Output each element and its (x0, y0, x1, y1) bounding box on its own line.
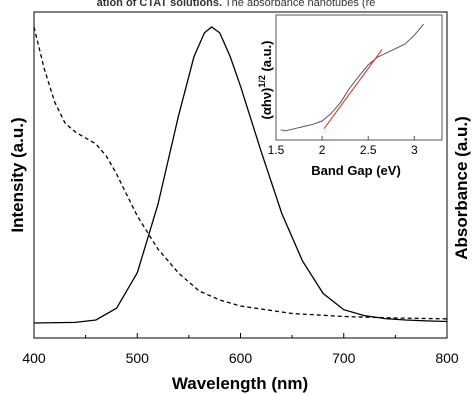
main-x-ticks: 400 500 600 700 800 (22, 333, 459, 366)
x-tick-label: 700 (332, 350, 356, 366)
inset-y-axis-sup: 1/2 (257, 75, 267, 88)
inset-x-tick-label: 1.5 (268, 143, 285, 157)
x-axis-title: Wavelength (nm) (172, 374, 308, 393)
inset-x-tick-label: 2.5 (360, 143, 377, 157)
inset-x-axis-title: Band Gap (eV) (311, 163, 401, 178)
intensity-curve (33, 26, 448, 324)
inset-x-tick-label: 2 (319, 143, 326, 157)
inset-frame (275, 14, 443, 141)
left-y-axis-title: Intensity (a.u.) (8, 117, 27, 232)
inset-series-group (280, 23, 424, 132)
x-tick-label: 800 (435, 350, 459, 366)
x-tick-label: 400 (22, 350, 46, 366)
main-series-group (33, 26, 448, 324)
inset-x-ticks: 1.5 2 2.5 3 (268, 136, 418, 157)
caption-prefix: ation of CTAT solutions. (96, 0, 223, 9)
inset-tauc-curve (280, 23, 424, 132)
inset-x-tick-label: 3 (411, 143, 418, 157)
x-tick-label: 500 (126, 350, 150, 366)
x-tick-label: 600 (229, 350, 253, 366)
caption-rest: The absorbance nanotubes (re (222, 0, 376, 9)
inset-y-axis-unit: (a.u.) (259, 40, 274, 75)
figure-caption-fragment: ation of CTAT solutions. The absorbance … (0, 0, 472, 11)
inset-y-axis-title: (αhν)1/2 (a.u.) (257, 40, 274, 119)
absorbance-curve (33, 26, 448, 320)
inset-linear-fit (323, 49, 383, 130)
right-y-axis-title: Absorbance (a.u.) (452, 116, 471, 260)
inset-y-axis-main: (αhν) (259, 88, 274, 120)
